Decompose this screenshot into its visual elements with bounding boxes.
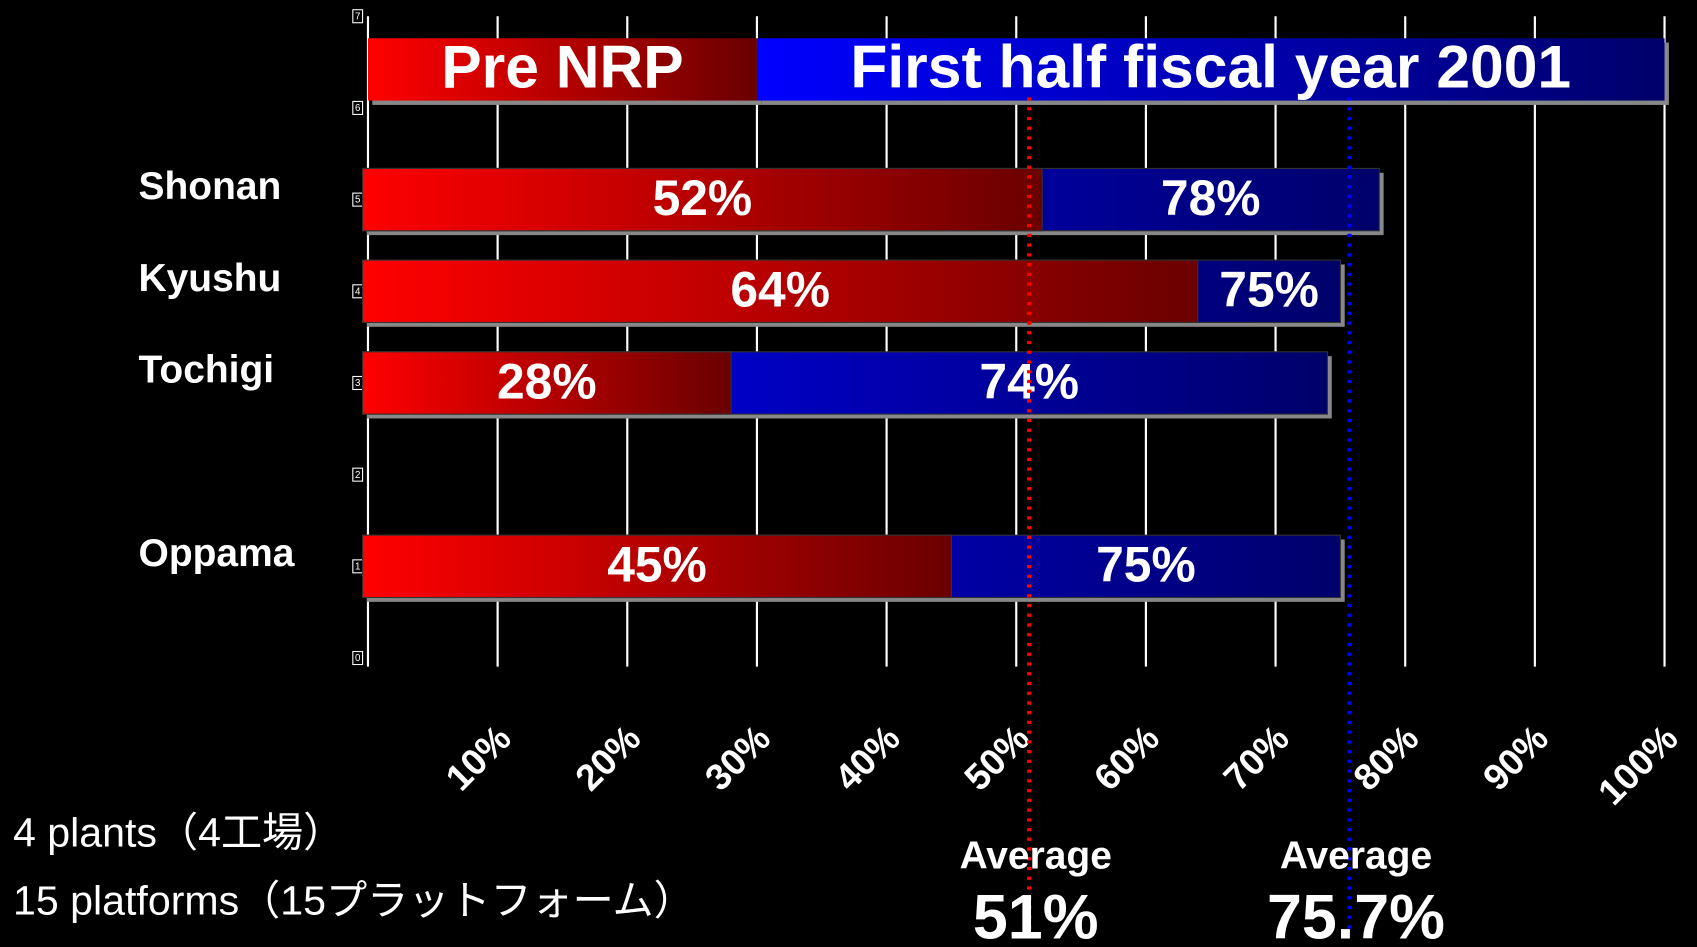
x-tick-label: 70% [1216, 717, 1297, 798]
y-tick-label: 3 [355, 378, 360, 389]
y-tick-label: 4 [355, 286, 361, 297]
value-label: 28% [497, 353, 597, 409]
value-label: 45% [607, 537, 707, 593]
legend-swatch [756, 38, 1665, 101]
y-tick-label: 2 [355, 470, 360, 481]
x-tick-label: 40% [827, 717, 908, 798]
x-tick-label: 90% [1475, 717, 1556, 798]
x-tick-label: 50% [956, 717, 1037, 798]
x-tick-label: 100% [1590, 717, 1686, 813]
value-label: 75% [1096, 537, 1196, 593]
category-label: Oppama [139, 532, 295, 575]
y-tick-box [352, 9, 364, 24]
y-tick-label: 7 [355, 11, 360, 22]
value-label: 75% [1219, 262, 1319, 318]
y-tick-label: 1 [355, 561, 360, 572]
legend-label: First half fiscal year 2001 [850, 33, 1571, 101]
category-label: Tochigi [139, 348, 275, 391]
value-label: 78% [1161, 170, 1261, 226]
x-tick-label: 10% [438, 717, 519, 798]
y-tick-box [352, 100, 364, 115]
legend-swatch [367, 38, 757, 101]
legend-label: Pre NRP [441, 33, 683, 101]
value-label: 64% [730, 262, 830, 318]
bar [362, 167, 1043, 232]
category-label: Kyushu [139, 257, 282, 300]
average-title: Average [960, 835, 1112, 878]
note: 15 platforms（15プラットフォーム） [13, 878, 695, 924]
y-tick-label: 5 [355, 195, 360, 206]
x-tick-label: 30% [697, 717, 778, 798]
note: 4 plants（4工場） [13, 809, 344, 855]
category-label: Shonan [139, 165, 282, 208]
x-tick-label: 80% [1345, 717, 1426, 798]
average-value: 51% [973, 883, 1099, 947]
average-value: 75.7% [1267, 883, 1445, 947]
x-tick-label: 20% [567, 717, 648, 798]
y-tick-label: 0 [355, 653, 361, 664]
y-tick-box [352, 650, 364, 666]
bar [362, 534, 952, 599]
value-label: 52% [653, 170, 753, 226]
x-tick-label: 60% [1086, 717, 1167, 798]
y-tick-box [352, 467, 364, 482]
bar [362, 351, 732, 415]
average-title: Average [1280, 835, 1432, 878]
y-tick-label: 6 [355, 103, 360, 114]
bar [362, 259, 1199, 324]
